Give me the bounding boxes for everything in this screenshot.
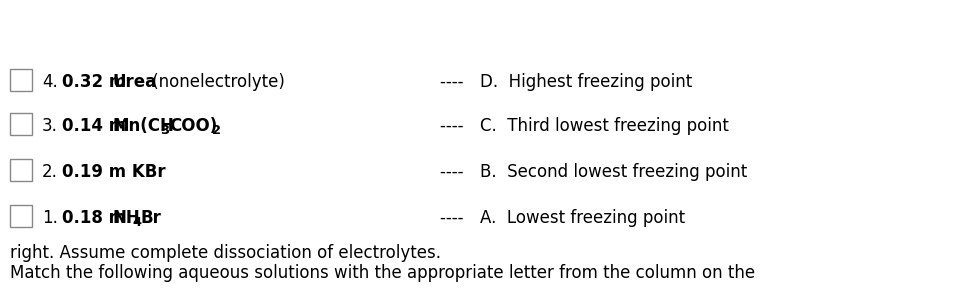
FancyBboxPatch shape <box>10 69 32 91</box>
Text: B.  Second lowest freezing point: B. Second lowest freezing point <box>479 163 746 181</box>
Text: 3.: 3. <box>42 117 58 135</box>
Text: 4: 4 <box>132 216 141 230</box>
Text: Urea: Urea <box>112 73 157 91</box>
Text: ----: ---- <box>439 163 468 181</box>
Text: (nonelectrolyte): (nonelectrolyte) <box>147 73 285 91</box>
Text: A.  Lowest freezing point: A. Lowest freezing point <box>479 209 684 227</box>
Text: Match the following aqueous solutions with the appropriate letter from the colum: Match the following aqueous solutions wi… <box>10 264 755 282</box>
Text: ----: ---- <box>439 209 468 227</box>
Text: ----: ---- <box>439 117 468 135</box>
Text: Mn(CH: Mn(CH <box>112 117 174 135</box>
Text: 0.32 m: 0.32 m <box>62 73 132 91</box>
FancyBboxPatch shape <box>10 113 32 135</box>
FancyBboxPatch shape <box>10 205 32 227</box>
Text: 4.: 4. <box>42 73 58 91</box>
Text: 2.: 2. <box>42 163 58 181</box>
Text: ----: ---- <box>439 73 468 91</box>
Text: 2: 2 <box>212 125 221 137</box>
Text: 0.18 m: 0.18 m <box>62 209 132 227</box>
Text: COO): COO) <box>169 117 217 135</box>
Text: right. Assume complete dissociation of electrolytes.: right. Assume complete dissociation of e… <box>10 244 440 262</box>
Text: C.  Third lowest freezing point: C. Third lowest freezing point <box>479 117 728 135</box>
Text: 0.19 m KBr: 0.19 m KBr <box>62 163 166 181</box>
FancyBboxPatch shape <box>10 159 32 181</box>
Text: NH: NH <box>112 209 141 227</box>
Text: Br: Br <box>141 209 162 227</box>
Text: 3: 3 <box>160 125 169 137</box>
Text: 1.: 1. <box>42 209 58 227</box>
Text: 0.14 m: 0.14 m <box>62 117 132 135</box>
Text: D.  Highest freezing point: D. Highest freezing point <box>479 73 692 91</box>
